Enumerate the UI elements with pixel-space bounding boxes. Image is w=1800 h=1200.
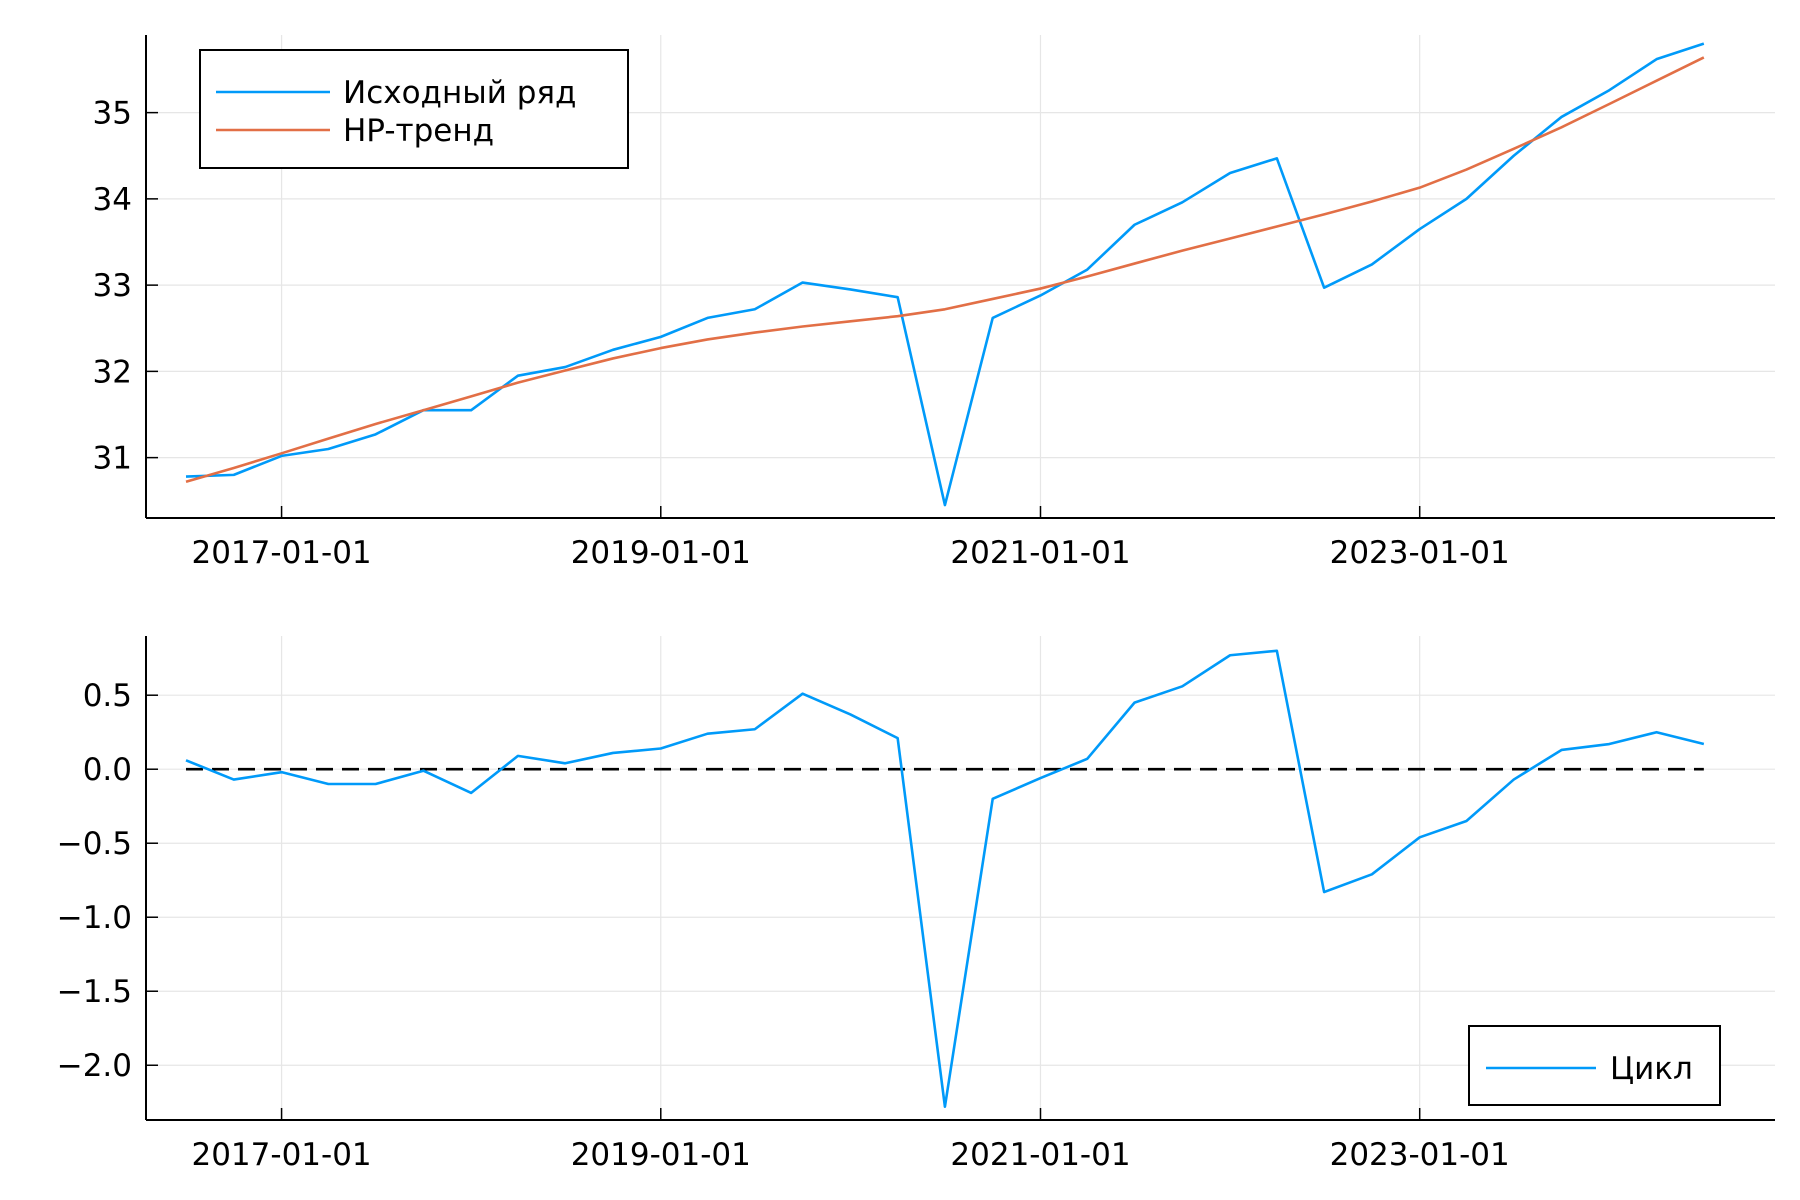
y-tick-label: 34 <box>93 182 132 218</box>
legend-box <box>199 49 629 169</box>
y-tick-label: −1.5 <box>57 974 132 1010</box>
legend-label: HP-тренд <box>343 113 494 149</box>
y-tick-label: 0.0 <box>83 752 132 788</box>
x-tick-label: 2023-01-01 <box>1330 1137 1510 1173</box>
x-tick-label: 2017-01-01 <box>191 535 371 571</box>
y-tick-label: 35 <box>93 96 132 132</box>
top-chart: 2017-01-01 2019-01-01 2021-01-01 2023-01-01… <box>93 35 1775 571</box>
bottom-chart: 2017-01-01 2019-01-01 2021-01-01 2023-01-01… <box>57 636 1775 1173</box>
y-tick-label: 32 <box>93 354 132 390</box>
x-tick-label: 2019-01-01 <box>571 1137 751 1173</box>
series-line-1 <box>185 42 1705 507</box>
legend: Цикл <box>1468 1025 1721 1106</box>
y-tick-label: 33 <box>93 268 132 304</box>
x-tick-label: 2021-01-01 <box>950 535 1130 571</box>
legend-label: Исходный ряд <box>343 75 576 111</box>
series-line-2 <box>185 56 1705 484</box>
legend-label: Цикл <box>1610 1051 1693 1087</box>
x-tick-label: 2021-01-01 <box>950 1137 1130 1173</box>
legend-box <box>1468 1025 1721 1106</box>
y-tick-label: 0.5 <box>83 678 132 714</box>
y-tick-label: −2.0 <box>57 1048 132 1084</box>
x-tick-label: 2023-01-01 <box>1330 535 1510 571</box>
series-line-1 <box>185 649 1705 1108</box>
y-tick-label: 31 <box>93 441 132 477</box>
x-tick-label: 2017-01-01 <box>191 1137 371 1173</box>
x-tick-label: 2019-01-01 <box>571 535 751 571</box>
y-tick-label: −1.0 <box>57 900 132 936</box>
y-tick-label: −0.5 <box>57 826 132 862</box>
